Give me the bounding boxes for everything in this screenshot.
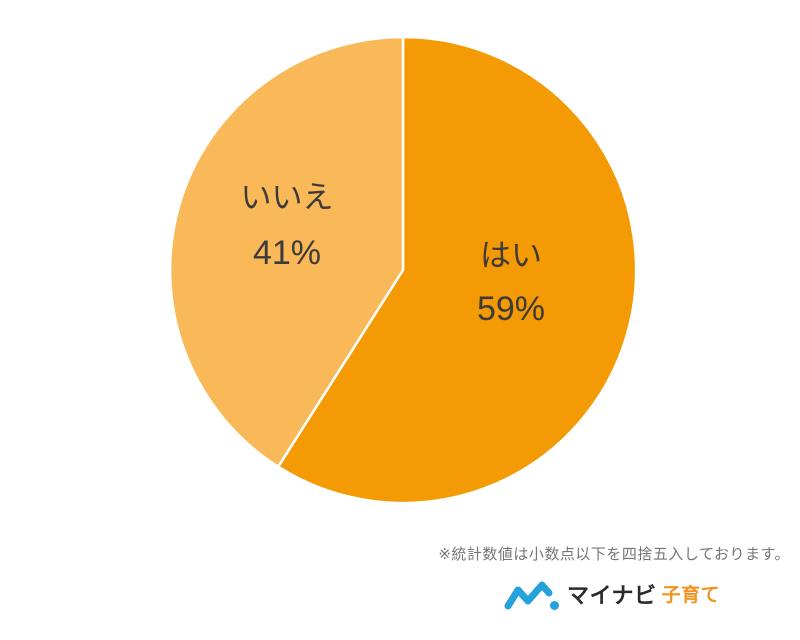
wave-stroke [504,581,553,610]
pie-label-yes-name: はい [480,238,542,273]
footnote: ※統計数値は小数点以下を四捨五入しております。 [438,546,790,563]
mynavi-wave-icon [504,581,559,610]
sub-brand-name: 子育て [661,585,721,606]
pie-slice-yes [276,35,638,505]
brand-name: マイナビ [567,583,657,608]
brand-logo: マイナビ 子育て [504,580,720,612]
pie-slice-no [168,35,405,468]
pie-label-no: いいえ 41% [187,178,387,273]
pie-chart [168,35,638,505]
pie-label-yes: はい 59% [411,236,611,329]
pie-label-yes-value: 59% [476,290,546,328]
pie-label-no-value: 41% [252,234,322,272]
wave-dot [550,601,559,610]
pie-label-no-name: いいえ [240,180,334,215]
